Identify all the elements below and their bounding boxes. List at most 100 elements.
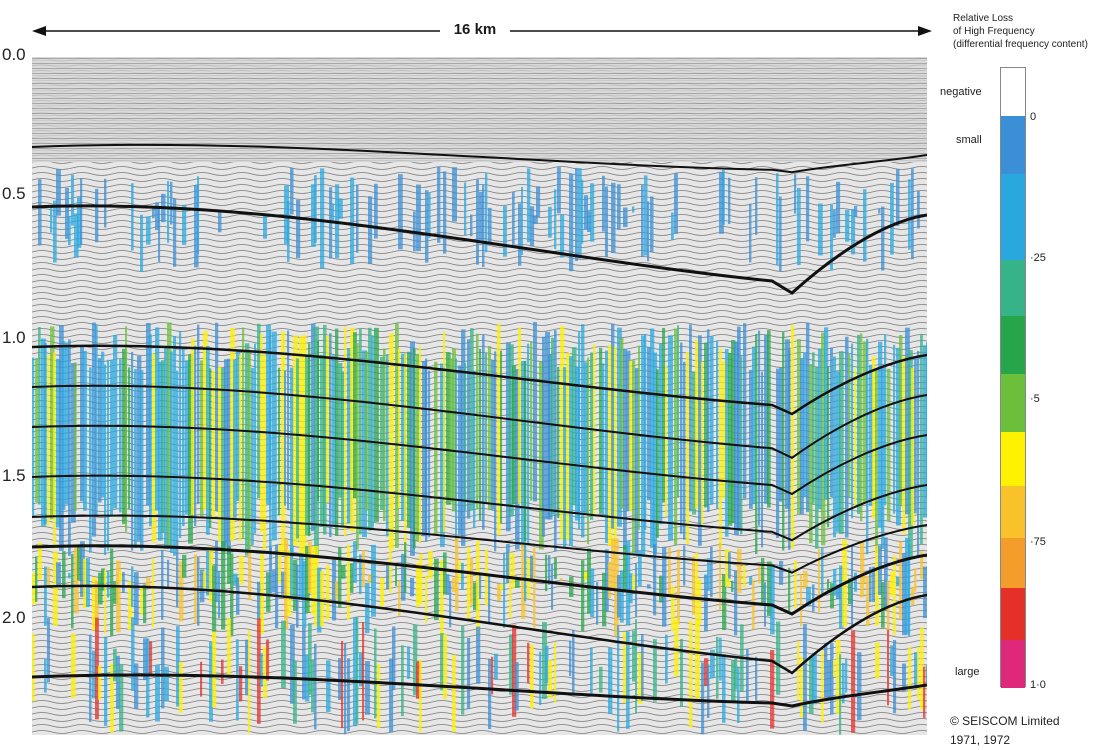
overlay-trace (35, 358, 39, 503)
overlay-trace (830, 204, 834, 271)
overlay-trace (848, 354, 851, 498)
overlay-trace (500, 350, 503, 524)
overlay-trace (50, 326, 55, 520)
overlay-trace (158, 208, 161, 262)
overlay-trace (404, 542, 407, 593)
overlay-trace (179, 661, 183, 713)
overlay-trace (155, 327, 160, 511)
overlay-trace (239, 354, 242, 542)
overlay-trace (479, 348, 482, 521)
overlay-trace (221, 541, 226, 630)
overlay-trace (905, 327, 910, 515)
overlay-trace (617, 327, 622, 527)
overlay-trace (770, 565, 775, 635)
overlay-trace (281, 571, 286, 595)
overlay-trace (890, 182, 894, 255)
overlay-trace (362, 550, 365, 588)
overlay-trace (551, 564, 554, 610)
overlay-trace (830, 583, 835, 609)
overlay-trace (461, 329, 466, 546)
overlay-trace (95, 617, 99, 720)
overlay-trace (623, 545, 628, 592)
overlay-trace (278, 367, 281, 516)
overlay-trace (32, 573, 37, 605)
time-tick-3: 1.5 (2, 466, 26, 485)
overlay-trace (53, 352, 56, 549)
overlay-trace (839, 351, 844, 535)
overlay-trace (338, 198, 343, 219)
overlay-trace (452, 167, 457, 222)
overlay-trace (770, 650, 775, 729)
overlay-trace (299, 336, 304, 554)
overlay-trace (332, 355, 336, 527)
overlay-trace (638, 550, 642, 586)
overlay-trace (617, 184, 621, 230)
overlay-trace (821, 651, 824, 723)
overlay-trace (857, 652, 862, 721)
overlay-trace (329, 333, 332, 538)
overlay-trace (170, 181, 173, 225)
overlay-trace (860, 541, 865, 598)
overlay-trace (704, 342, 709, 508)
overlay-trace (908, 350, 913, 557)
overlay-trace (614, 346, 617, 544)
overlay-trace (386, 562, 390, 590)
overlay-trace (491, 656, 494, 695)
overlay-trace (710, 546, 713, 598)
overlay-trace (509, 634, 513, 695)
overlay-trace (635, 563, 638, 618)
legend-title-line-1: Relative Loss (953, 13, 1014, 24)
overlay-trace (452, 348, 456, 512)
overlay-trace (407, 351, 412, 528)
overlay-trace (215, 322, 219, 511)
overlay-trace (779, 367, 783, 502)
overlay-trace (680, 342, 683, 534)
overlay-trace (86, 558, 90, 608)
overlay-trace (476, 626, 481, 684)
overlay-trace (419, 659, 422, 733)
overlay-trace (314, 326, 319, 556)
overlay-trace (161, 549, 164, 620)
overlay-trace (779, 196, 782, 272)
colorbar-step-3 (1001, 260, 1025, 316)
overlay-trace (470, 558, 474, 605)
overlay-trace (401, 353, 406, 521)
overlay-trace (740, 576, 744, 579)
overlay-trace (287, 200, 290, 262)
overlay-trace (569, 356, 573, 546)
overlay-trace (272, 570, 277, 593)
overlay-trace (341, 371, 345, 528)
overlay-trace (368, 574, 373, 584)
overlay-trace (182, 348, 185, 527)
overlay-trace (443, 634, 448, 700)
overlay-trace (80, 541, 85, 597)
overlay-trace (260, 334, 263, 532)
overlay-trace (242, 327, 245, 539)
overlay-trace (881, 581, 885, 628)
reflector-line (32, 584, 927, 675)
overlay-trace (158, 361, 163, 541)
overlay-trace (71, 174, 75, 226)
overlay-trace (302, 627, 306, 700)
overlay-trace (812, 652, 817, 705)
overlay-trace (428, 193, 431, 238)
overlay-trace (536, 186, 541, 218)
overlay-trace (758, 565, 761, 584)
overlay-trace (611, 323, 615, 529)
overlay-trace (899, 541, 902, 620)
overlay-trace (806, 322, 810, 513)
overlay-trace (320, 354, 325, 527)
overlay-trace (134, 572, 139, 625)
overlay-trace (56, 358, 61, 528)
reflector-line (32, 544, 927, 616)
overlay-trace (581, 179, 584, 244)
overlay-trace (89, 367, 92, 553)
overlay-trace (524, 360, 527, 542)
overlay-trace (842, 662, 845, 704)
overlay-trace (179, 331, 182, 539)
overlay-trace (488, 658, 492, 730)
overlay-trace (797, 641, 800, 700)
overlay-trace (311, 659, 315, 713)
overlay-trace (845, 336, 849, 538)
overlay-trace (515, 662, 519, 711)
